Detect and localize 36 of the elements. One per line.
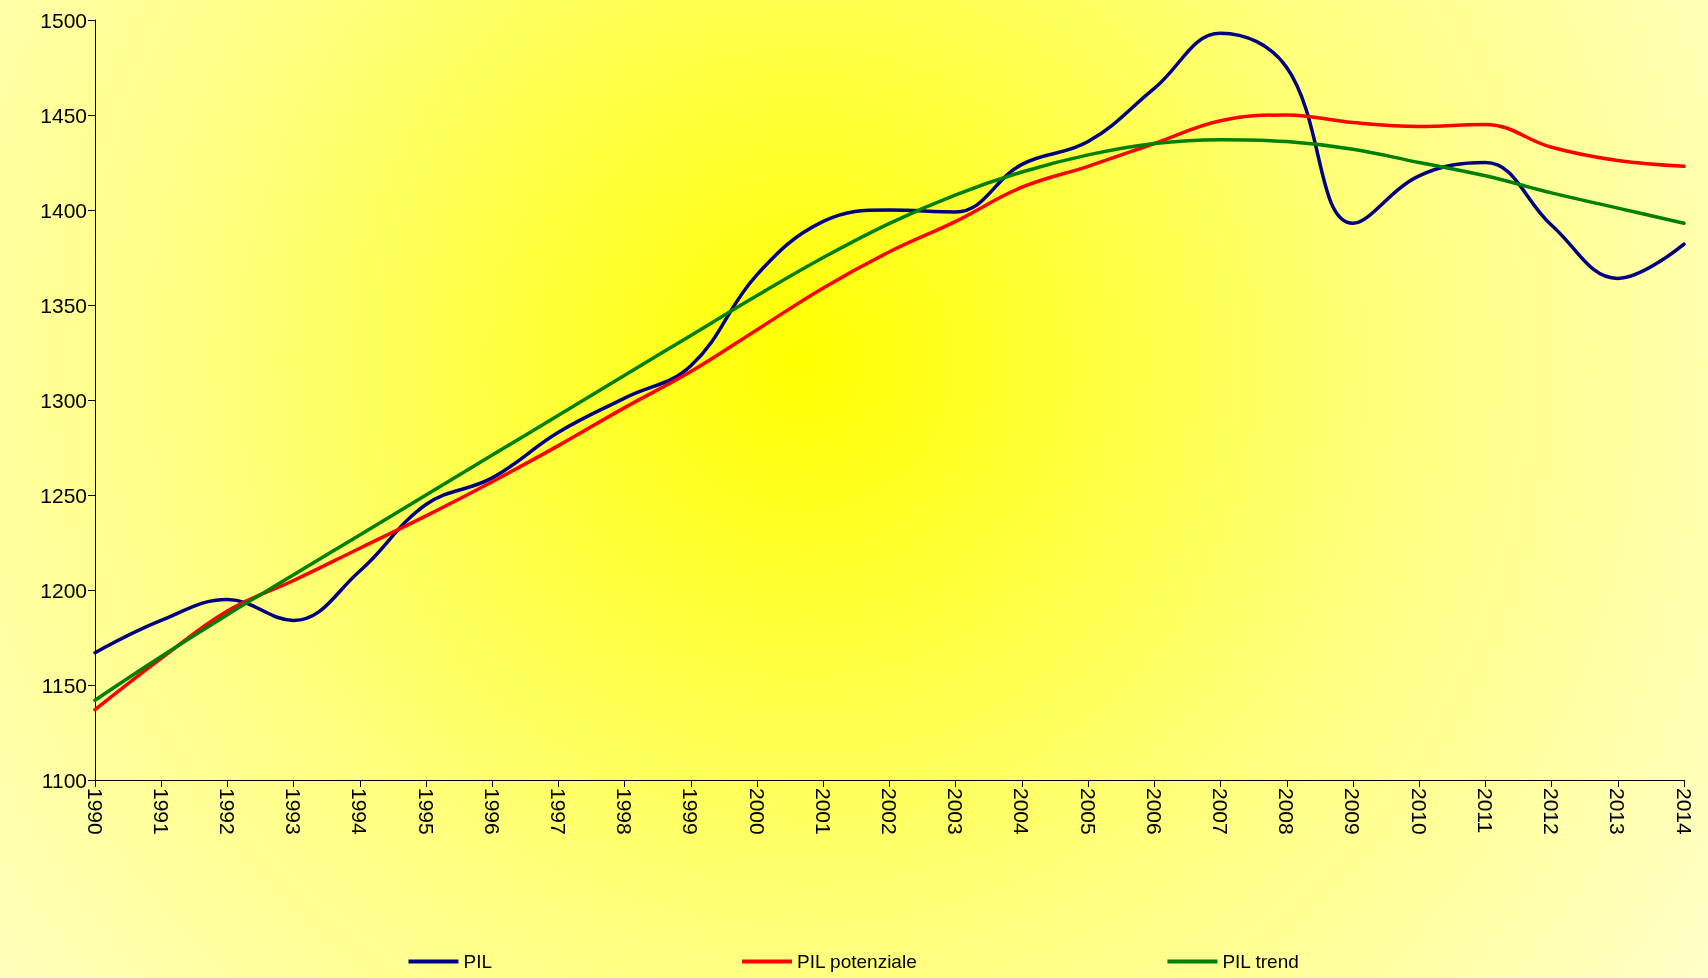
x-tick-label: 1991 — [149, 788, 173, 835]
x-tick-label: 2009 — [1341, 788, 1365, 835]
x-tick-label: 2003 — [944, 788, 968, 835]
y-tick-label: 1250 — [40, 483, 87, 507]
x-tick-label: 2004 — [1010, 788, 1034, 836]
x-tick-label: 2012 — [1540, 788, 1564, 835]
x-tick-label: 2006 — [1142, 788, 1166, 835]
legend-label: PIL — [463, 951, 493, 972]
x-tick-label: 2014 — [1672, 788, 1696, 836]
y-tick-label: 1450 — [40, 103, 87, 127]
legend-label: PIL trend — [1222, 951, 1299, 972]
x-tick-label: 1995 — [414, 788, 438, 835]
x-tick-label: 1994 — [348, 788, 372, 836]
x-tick-label: 1998 — [613, 788, 637, 835]
y-tick-label: 1300 — [40, 388, 87, 412]
y-tick-label: 1400 — [40, 198, 87, 222]
x-tick-label: 1993 — [282, 788, 306, 835]
line-series — [93, 31, 1686, 655]
x-tick-label: 2008 — [1275, 788, 1299, 835]
x-tick-label: 1992 — [215, 788, 239, 835]
y-tick-label: 1350 — [40, 293, 87, 317]
x-tick-label: 2011 — [1473, 788, 1497, 834]
x-tick-label: 1996 — [480, 788, 504, 835]
x-tick-label: 2010 — [1407, 788, 1431, 835]
legend-label: PIL potenziale — [797, 951, 917, 972]
y-tick-label: 1200 — [40, 578, 87, 602]
y-tick-label: 1150 — [41, 673, 87, 697]
x-tick-label: 2002 — [878, 788, 901, 835]
x-tick-label: 2001 — [811, 788, 835, 835]
x-tick-label: 2007 — [1209, 788, 1233, 835]
x-tick-label: 2000 — [745, 788, 769, 835]
x-tick-label: 2013 — [1606, 788, 1630, 835]
x-tick-label: 2005 — [1076, 788, 1100, 835]
y-tick-label: 1500 — [40, 8, 87, 32]
x-tick-label: 1997 — [546, 788, 570, 835]
x-tick-label: 1999 — [679, 788, 703, 835]
